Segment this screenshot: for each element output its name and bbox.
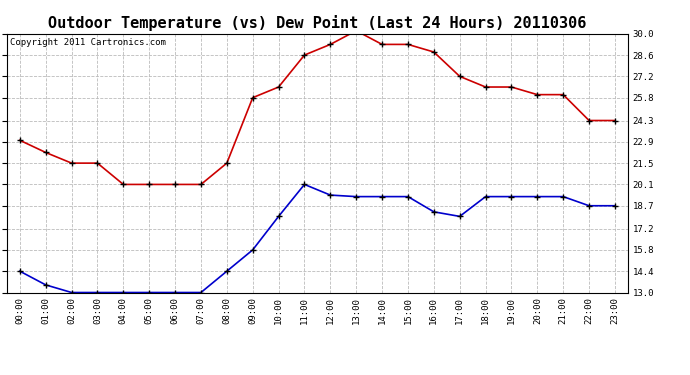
Text: Copyright 2011 Cartronics.com: Copyright 2011 Cartronics.com: [10, 38, 166, 46]
Title: Outdoor Temperature (vs) Dew Point (Last 24 Hours) 20110306: Outdoor Temperature (vs) Dew Point (Last…: [48, 15, 586, 31]
